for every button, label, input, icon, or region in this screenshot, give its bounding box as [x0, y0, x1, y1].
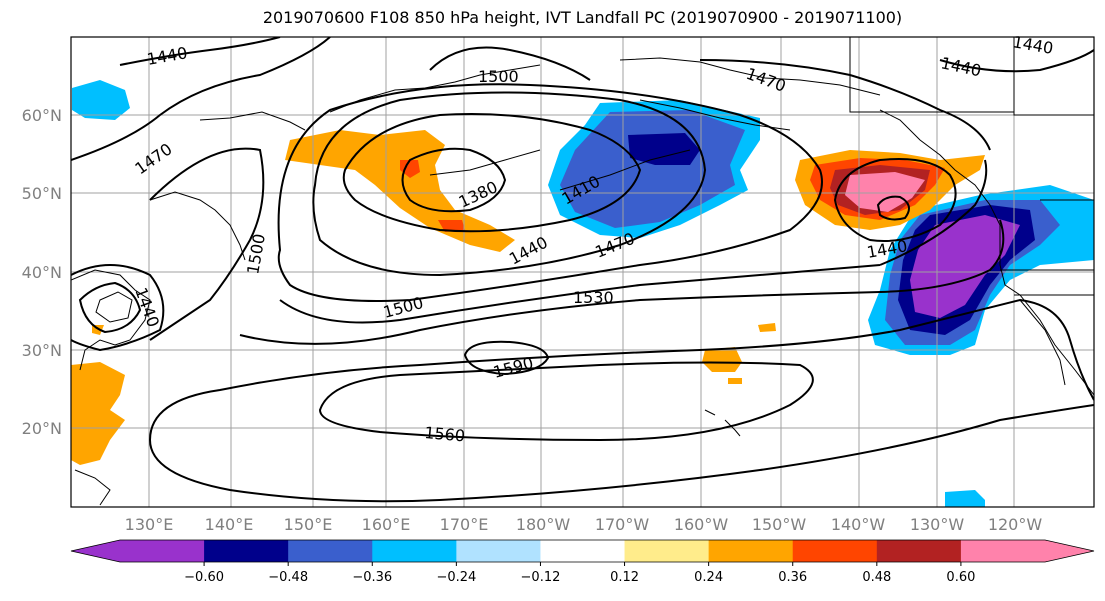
contour-1440-sw	[78, 281, 142, 334]
ivt-region-kamchatka-mid	[400, 160, 420, 178]
contour-1470-north	[71, 37, 331, 161]
contour-1440-nw	[119, 37, 281, 66]
lat-label: 60°N	[22, 106, 62, 125]
contour-1560	[149, 298, 1094, 503]
contour-label: 1530	[573, 288, 614, 307]
colorbar-swatch	[624, 540, 710, 562]
colorbar-swatch	[372, 540, 457, 562]
colorbar-arrow-right	[1045, 540, 1094, 562]
longitude-labels: 130°E 140°E 150°E 160°E 170°E 180°W 170°…	[125, 515, 1043, 534]
ivt-region-far-west	[71, 362, 125, 465]
contour-1440-low	[312, 91, 707, 277]
latitude-labels: 60°N 50°N 40°N 30°N 20°N	[22, 106, 62, 438]
graticule	[71, 37, 1094, 507]
contour-1500	[149, 147, 988, 341]
contour-1380-low	[401, 147, 507, 213]
colorbar-tick-label: 0.60	[946, 570, 975, 585]
lon-label: 150°E	[284, 515, 333, 534]
coastlines	[71, 37, 1094, 506]
colorbar-tick-label: −0.48	[268, 570, 308, 585]
colorbar-swatch	[792, 540, 878, 562]
contour-1440-ne-low	[833, 158, 957, 242]
contour-1590	[318, 361, 814, 442]
lon-label: 160°W	[674, 515, 729, 534]
colorbar-tick-label: −0.60	[184, 570, 224, 585]
colorbar-arrow-left	[71, 540, 120, 562]
contour-1410-low	[342, 113, 642, 233]
contour-1410-ne-low	[876, 195, 910, 221]
colorbar-tick-label: −0.36	[352, 570, 392, 585]
colorbar-tick-label: −0.12	[521, 570, 561, 585]
map-frame	[70, 36, 1095, 508]
ivt-region-kamchatka-mid-2	[438, 220, 465, 232]
height-contours	[71, 37, 1094, 503]
colorbar-swatch	[456, 540, 541, 562]
colorbar-tick-label: 0.36	[778, 570, 807, 585]
lon-label: 130°E	[125, 515, 174, 534]
lon-label: 160°E	[362, 515, 411, 534]
colorbar-outline	[70, 539, 1095, 563]
lon-label: 150°W	[752, 515, 807, 534]
colorbar-tick-label: 0.12	[610, 570, 639, 585]
ivt-region-southeast	[945, 490, 985, 507]
lon-label: 180°W	[516, 515, 571, 534]
lon-label: 130°W	[910, 515, 965, 534]
contour-1470-sw	[71, 264, 165, 352]
ivt-region-kamchatka-north	[72, 80, 130, 120]
contour-1500-north	[429, 46, 591, 81]
contour-1530	[239, 219, 1005, 345]
colorbar-swatch	[708, 540, 794, 562]
lat-label: 30°N	[22, 341, 62, 360]
ivt-region-small-1	[758, 323, 776, 332]
colorbar-swatch	[288, 540, 373, 562]
contour-label: 1560	[424, 423, 466, 445]
lat-label: 50°N	[22, 184, 62, 203]
colorbar-tick-label: 0.48	[862, 570, 891, 585]
colorbar-swatch	[120, 540, 205, 562]
colorbar: −0.60 −0.48 −0.36 −0.24 −0.12 0.12 0.24 0.36 0.4…	[70, 539, 1095, 585]
ivt-region-hawaii	[702, 347, 742, 372]
lon-label: 170°W	[595, 515, 650, 534]
colorbar-tick-label: 0.24	[694, 570, 723, 585]
lat-label: 40°N	[22, 263, 62, 282]
ivt-region-small-2	[728, 378, 742, 384]
ivt-region-bc-coast-core	[845, 172, 925, 212]
lat-label: 20°N	[22, 419, 62, 438]
ivt-region-gulf-alaska-core	[628, 133, 700, 165]
map-title: 2019070600 F108 850 hPa height, IVT Land…	[262, 8, 903, 27]
lon-label: 120°W	[988, 515, 1043, 534]
contour-1590-small	[463, 340, 550, 376]
contour-1470-gulf	[699, 59, 991, 151]
colorbar-swatch	[540, 540, 626, 562]
colorbar-swatch	[204, 540, 289, 562]
lon-label: 140°W	[831, 515, 886, 534]
contour-1440-ne	[939, 49, 1094, 73]
colorbar-swatch	[876, 540, 962, 562]
contour-label: 1500	[478, 67, 519, 86]
lon-label: 170°E	[440, 515, 489, 534]
contour-1470-low	[277, 83, 823, 302]
ivt-region-gulf-alaska-inner	[560, 110, 745, 228]
lon-label: 140°E	[205, 515, 254, 534]
colorbar-swatch	[960, 540, 1046, 562]
colorbar-tick-label: −0.24	[436, 570, 476, 585]
